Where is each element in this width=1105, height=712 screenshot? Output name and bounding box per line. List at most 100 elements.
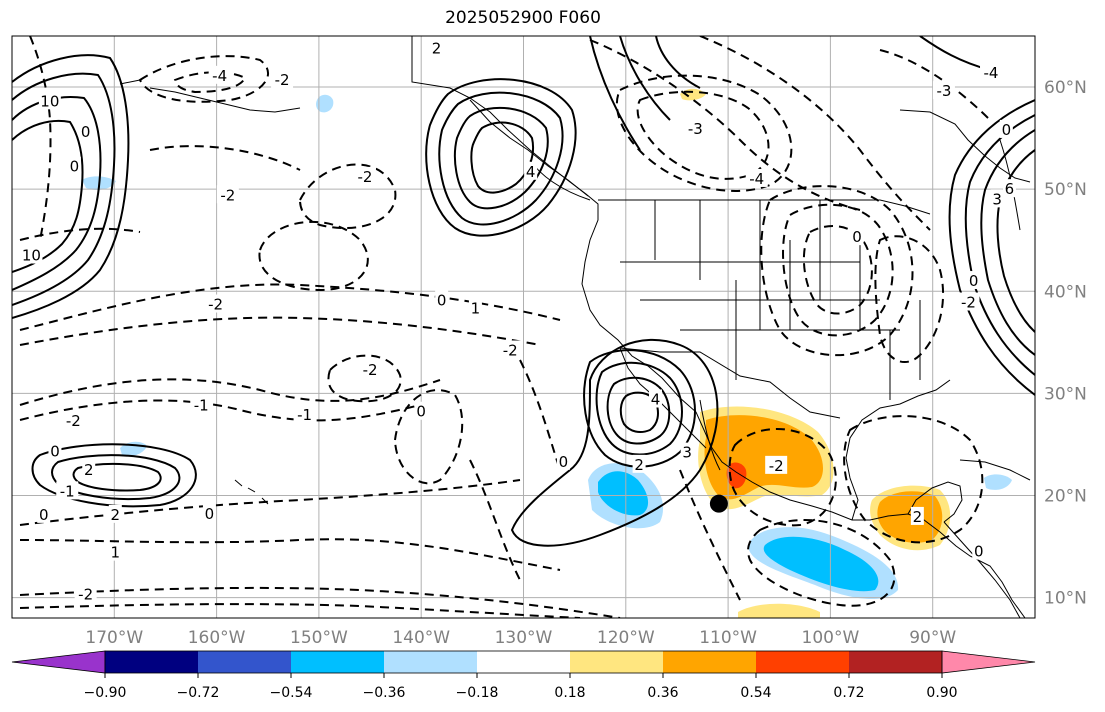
map-frame — [11, 35, 1036, 619]
contour-label-bg — [910, 506, 924, 525]
colorbar-tick-label: 0.54 — [740, 685, 771, 701]
contour-label-bg — [38, 91, 61, 110]
contour-label-bg — [74, 584, 97, 603]
contour-label: 2 — [913, 508, 923, 526]
contour-label: 6 — [1005, 180, 1015, 198]
colorbar-extend-low — [11, 650, 106, 674]
colorbar-segment — [105, 651, 199, 673]
contour-label: -2 — [78, 586, 93, 604]
contour-label-bg — [990, 189, 1004, 208]
colorbar-segment — [477, 651, 571, 673]
shade-blue — [763, 536, 879, 592]
shade-blue-light — [316, 94, 334, 113]
colorbar-segment — [384, 651, 478, 673]
state-lines — [620, 200, 921, 400]
contour-label-bg — [359, 359, 382, 378]
contour-label: 0 — [559, 453, 569, 471]
contour-label-bg — [980, 62, 1003, 81]
contour-label-bg — [932, 81, 955, 100]
gulf-coast — [845, 379, 951, 521]
contour-label-bg — [79, 121, 93, 140]
colorbar-tick-label: −0.90 — [84, 685, 127, 701]
contour-label: -2 — [275, 71, 290, 89]
colorbar: −0.90 −0.72 −0.54 −0.36 −0.18 0.18 0.36 0.54 0.7… — [11, 650, 1036, 701]
contour-label: 2 — [111, 506, 121, 524]
contour-label-bg — [202, 503, 216, 522]
lon-tick-label: 120°W — [597, 628, 655, 648]
contour-label: -4 — [212, 67, 227, 85]
contour-label: 0 — [70, 158, 80, 176]
lon-tick-label: 90°W — [909, 628, 956, 648]
lat-axis: 10°N 20°N 30°N 40°N 50°N 60°N — [1044, 78, 1087, 609]
colorbar-tick-label: −0.18 — [456, 685, 499, 701]
contour-label: 2 — [634, 456, 644, 474]
colorbar-tick-label: −0.54 — [270, 685, 313, 701]
lat-tick-label: 50°N — [1044, 180, 1087, 200]
contour-label-bg — [204, 294, 227, 313]
contour-label: -2 — [363, 361, 378, 379]
colorbar-segment — [663, 651, 757, 673]
contour-label: 4 — [526, 163, 536, 181]
contour-label: -2 — [357, 168, 372, 186]
contour-label: -2 — [208, 296, 223, 314]
shade-yellow — [680, 88, 706, 101]
contour-label: -2 — [220, 186, 235, 204]
contour-label-bg — [293, 404, 316, 423]
yucatan — [907, 481, 963, 523]
contour-label-bg — [208, 65, 231, 84]
contour-label: 1 — [471, 300, 481, 318]
contour-label-bg — [556, 451, 570, 470]
lon-tick-label: 160°W — [188, 628, 246, 648]
contour-label: -2 — [961, 293, 976, 311]
contour-label-bg — [216, 185, 239, 204]
contour-label: -1 — [194, 397, 209, 415]
contour-label-bg — [1002, 179, 1016, 198]
contour-label: 0 — [50, 443, 60, 461]
contour-label-bg — [430, 38, 444, 57]
colorbar-tick-label: −0.72 — [177, 685, 220, 701]
shading-layer — [82, 88, 1012, 618]
contour-label-bg — [967, 271, 981, 290]
lat-tick-label: 20°N — [1044, 486, 1087, 506]
contour-label-bg — [468, 298, 482, 317]
contour-label-bg — [957, 292, 980, 311]
contour-label-bg — [108, 542, 122, 561]
colorbar-segment — [570, 651, 664, 673]
colorbar-segment — [849, 651, 943, 673]
lon-tick-label: 140°W — [392, 628, 450, 648]
contour-label: 0 — [852, 228, 862, 246]
aleutian-islands — [119, 79, 301, 113]
contour-label-bg — [684, 118, 707, 137]
contour-label-bg — [108, 504, 122, 523]
contour-label-bg — [82, 459, 96, 478]
contour-label: 0 — [39, 506, 49, 524]
contour-label-bg — [648, 389, 662, 408]
contour-label-bg — [850, 227, 864, 246]
lon-axis: 170°W 160°W 150°W 140°W 130°W 120°W 110°W 100°W… — [85, 628, 956, 648]
contour-label: 0 — [416, 403, 426, 421]
contour-label-bg — [765, 455, 788, 474]
cuba — [959, 459, 1031, 481]
hawaii-islands — [234, 479, 269, 505]
contour-label-bg — [20, 245, 43, 264]
lon-tick-label: 110°W — [699, 628, 757, 648]
contour-label-bg — [190, 395, 213, 414]
contour-label: -4 — [749, 170, 764, 188]
hudson-region — [899, 109, 1031, 183]
contour-label-bg — [435, 290, 449, 309]
contour-layer — [12, 36, 1035, 618]
lat-tick-label: 60°N — [1044, 78, 1087, 98]
us-mexico-border — [619, 347, 841, 419]
contour-label: -1 — [60, 482, 75, 500]
positive-contours — [12, 36, 1035, 547]
contour-label: -4 — [984, 64, 999, 82]
us-canada-border — [598, 199, 931, 215]
contour-label: 0 — [1002, 121, 1012, 139]
contour-label: 0 — [969, 272, 979, 290]
lon-tick-label: 130°W — [495, 628, 553, 648]
colorbar-tick-label: 0.90 — [926, 685, 957, 701]
colorbar-segment — [198, 651, 292, 673]
